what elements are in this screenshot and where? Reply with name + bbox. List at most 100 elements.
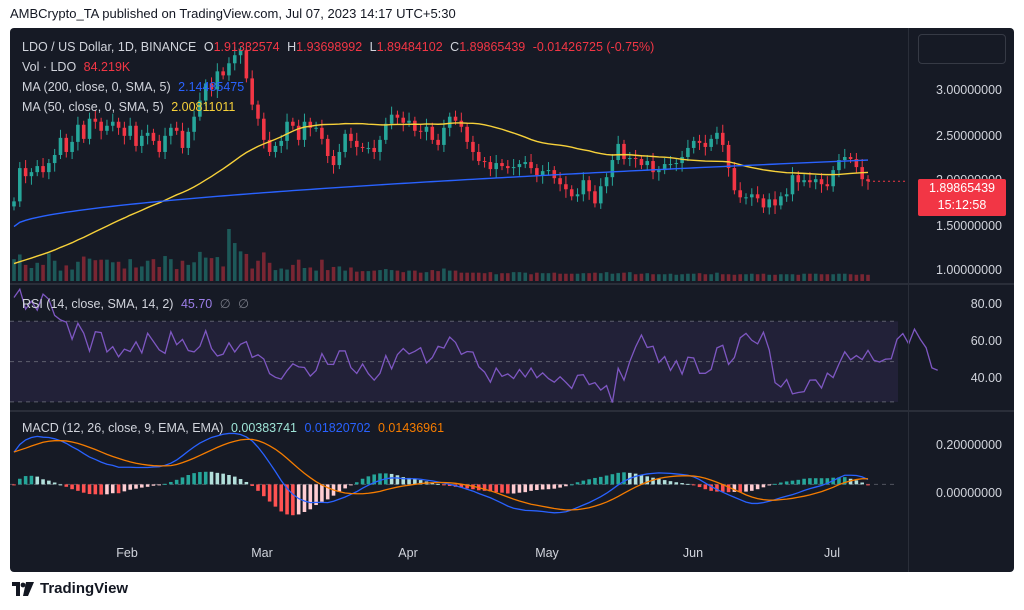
candle-body xyxy=(424,126,429,132)
candle-body xyxy=(459,120,464,127)
macd-histogram-bar xyxy=(47,480,51,485)
volume-value: 84.219K xyxy=(83,60,131,74)
volume-label: Vol · LDO xyxy=(22,60,77,74)
volume-bar xyxy=(325,270,330,281)
candle-body xyxy=(244,50,249,79)
volume-bar xyxy=(860,274,864,281)
candle-body xyxy=(622,143,626,160)
macd-histogram-bar xyxy=(157,484,162,486)
candle-body xyxy=(668,164,673,166)
candle-body xyxy=(610,160,615,178)
ma200-legend: MA (200, close, 0, SMA, 5) 2.14485475 xyxy=(22,80,248,94)
macd-histogram-bar xyxy=(837,477,841,485)
candle-body xyxy=(680,157,684,164)
macd-histogram-bar xyxy=(773,483,777,485)
candle-body xyxy=(535,168,539,176)
signal-line xyxy=(13,438,868,511)
macd-histogram-bar xyxy=(215,472,220,485)
candle-body xyxy=(755,194,760,199)
candle-body xyxy=(732,168,737,191)
macd-line xyxy=(13,432,869,514)
macd-histogram-bar xyxy=(140,484,144,488)
ma200-value: 2.14485475 xyxy=(178,80,245,94)
volume-bar xyxy=(662,274,667,281)
candle-body xyxy=(215,71,220,90)
price-tick-5: 1.00000000 xyxy=(935,263,1002,277)
volume-bar xyxy=(598,273,603,281)
symbol-label: LDO / US Dollar, 1D, BINANCE xyxy=(22,40,197,54)
rsi-extra-2: ∅ xyxy=(238,297,249,311)
candle-body xyxy=(633,158,638,160)
volume-bar xyxy=(389,270,394,281)
macd-histogram-bar xyxy=(169,481,173,485)
volume-bar xyxy=(128,259,132,281)
volume-bar xyxy=(395,270,400,281)
candle-body xyxy=(628,158,632,160)
candle-body xyxy=(697,140,702,143)
candle-body xyxy=(418,130,423,132)
macd-histogram-bar xyxy=(418,480,423,485)
volume-bar xyxy=(232,243,237,281)
volume-bar xyxy=(122,268,127,281)
candle-body xyxy=(598,186,603,204)
histogram-value: 0.01436961 xyxy=(378,421,445,435)
macd-histogram-bar xyxy=(227,475,231,485)
macd-histogram-bar xyxy=(302,484,307,512)
macd-histogram-bar xyxy=(523,484,528,493)
macd-histogram-bar xyxy=(366,476,371,485)
macd-histogram-bar xyxy=(784,481,789,485)
candle-body xyxy=(657,170,661,173)
volume-bar xyxy=(616,273,620,281)
candle-body xyxy=(796,175,801,183)
close-label: C xyxy=(450,40,460,54)
candle-body xyxy=(564,184,568,190)
volume-bar xyxy=(569,273,574,281)
candle-body xyxy=(198,100,202,117)
volume-bar xyxy=(35,262,40,281)
candle-body xyxy=(58,137,63,155)
macd-histogram-bar xyxy=(796,479,801,485)
macd-histogram-bar xyxy=(343,484,347,489)
volume-bar xyxy=(180,260,185,281)
volume-bar xyxy=(796,274,801,281)
macd-histogram-bar xyxy=(587,479,591,485)
chart-frame[interactable]: LDO / US Dollar, 1D, BINANCE O1.91332574… xyxy=(10,28,1014,572)
macd-histogram-bar xyxy=(70,484,74,490)
candle-body xyxy=(587,180,591,192)
volume-bar xyxy=(471,272,475,281)
macd-histogram-bar xyxy=(308,484,313,510)
candle-body xyxy=(523,162,528,165)
candle-body xyxy=(29,172,34,177)
footer-brand[interactable]: TradingView xyxy=(12,580,128,597)
volume-bar xyxy=(744,274,748,281)
volume-bar xyxy=(732,274,737,281)
candle-body xyxy=(529,162,533,169)
volume-bar xyxy=(575,273,580,281)
chart-canvas[interactable] xyxy=(10,28,1014,572)
pane-separator-rsi[interactable] xyxy=(10,283,1014,285)
volume-bar xyxy=(105,259,109,281)
volume-bar xyxy=(535,272,539,281)
x-tick-mar: Mar xyxy=(251,546,273,560)
macd-histogram-bar xyxy=(744,484,748,492)
candle-body xyxy=(302,121,307,140)
candle-body xyxy=(35,166,40,173)
candle-body xyxy=(837,160,841,171)
macd-histogram-bar xyxy=(64,484,69,487)
macd-histogram-bar xyxy=(267,484,272,502)
toolbar-box[interactable] xyxy=(918,34,1006,64)
ma50-legend: MA (50, close, 0, SMA, 5) 2.00811011 xyxy=(22,100,239,114)
macd-histogram-bar xyxy=(500,484,504,493)
pane-separator-macd[interactable] xyxy=(10,410,1014,412)
macd-histogram-bar xyxy=(686,483,690,485)
volume-bar xyxy=(651,274,655,281)
candle-body xyxy=(604,177,609,187)
volume-bar xyxy=(715,272,719,281)
candle-body xyxy=(151,132,156,141)
candle-body xyxy=(192,116,196,132)
tradingview-logo-icon xyxy=(12,581,34,596)
change-value: -0.01426725 (-0.75%) xyxy=(532,40,655,54)
x-tick-apr: Apr xyxy=(398,546,418,560)
macd-label: MACD (12, 26, close, 9, EMA, EMA) xyxy=(22,421,224,435)
volume-bar xyxy=(848,274,853,281)
